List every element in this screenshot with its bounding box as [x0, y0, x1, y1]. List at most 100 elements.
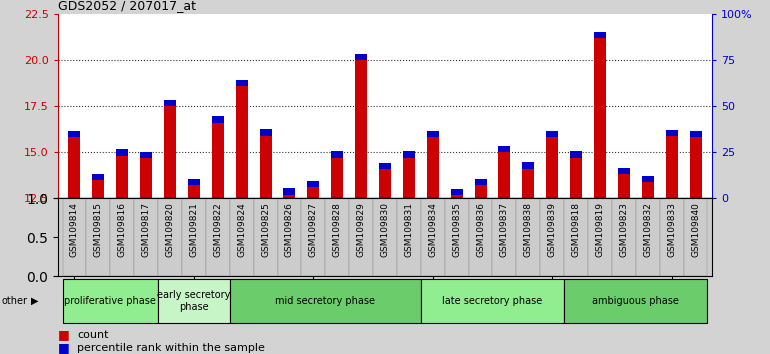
Text: GSM109821: GSM109821 [189, 202, 199, 257]
Bar [546, 131, 558, 137]
Text: GSM109826: GSM109826 [285, 202, 294, 257]
Bar [636, 198, 660, 276]
Bar [116, 149, 129, 156]
Text: other: other [2, 296, 28, 306]
Bar [307, 187, 320, 198]
Bar [188, 185, 200, 198]
Bar [259, 130, 272, 136]
Bar [158, 279, 229, 323]
Text: GSM109834: GSM109834 [428, 202, 437, 257]
Bar [236, 80, 248, 86]
Bar [92, 180, 104, 198]
Text: GSM109828: GSM109828 [333, 202, 342, 257]
Bar [522, 162, 534, 169]
Text: proliferative phase: proliferative phase [65, 296, 156, 306]
Bar [564, 198, 588, 276]
Text: percentile rank within the sample: percentile rank within the sample [77, 343, 265, 353]
Bar [229, 198, 253, 276]
Text: mid secretory phase: mid secretory phase [276, 296, 375, 306]
Text: GSM109833: GSM109833 [667, 202, 676, 257]
Text: late secretory phase: late secretory phase [443, 296, 543, 306]
Bar [450, 195, 463, 198]
Bar [684, 198, 708, 276]
Bar [229, 279, 421, 323]
Bar [379, 169, 391, 198]
Bar [62, 279, 158, 323]
Text: GSM109816: GSM109816 [118, 202, 127, 257]
Text: GSM109825: GSM109825 [261, 202, 270, 257]
Bar [618, 168, 630, 174]
Bar [206, 198, 229, 276]
Bar [188, 179, 200, 185]
Text: GSM109814: GSM109814 [70, 202, 79, 257]
Bar [283, 195, 296, 198]
Bar [403, 158, 415, 198]
Text: ▶: ▶ [31, 296, 38, 306]
Bar [283, 188, 296, 195]
Bar [570, 158, 582, 198]
Bar [140, 158, 152, 198]
Bar [277, 198, 301, 276]
Text: ■: ■ [58, 328, 69, 341]
Bar [355, 60, 367, 198]
Bar [666, 136, 678, 198]
Bar [253, 198, 277, 276]
Bar [594, 32, 606, 38]
Text: GSM109840: GSM109840 [691, 202, 700, 257]
Text: GSM109820: GSM109820 [166, 202, 175, 257]
Bar [421, 279, 564, 323]
Bar [379, 162, 391, 169]
Bar [212, 116, 224, 123]
Bar [690, 131, 701, 137]
Bar [541, 198, 564, 276]
Bar [92, 174, 104, 180]
Text: GSM109817: GSM109817 [142, 202, 151, 257]
Bar [325, 198, 349, 276]
Bar [612, 198, 636, 276]
Text: GSM109831: GSM109831 [404, 202, 413, 257]
Bar [474, 179, 487, 185]
Bar [355, 54, 367, 60]
Bar [517, 198, 541, 276]
Text: GSM109835: GSM109835 [452, 202, 461, 257]
Text: GSM109827: GSM109827 [309, 202, 318, 257]
Bar [660, 198, 684, 276]
Bar [164, 106, 176, 198]
Text: GSM109829: GSM109829 [357, 202, 366, 257]
Bar [164, 100, 176, 106]
Bar [666, 130, 678, 136]
Bar [641, 182, 654, 198]
Bar [588, 198, 612, 276]
Bar [546, 137, 558, 198]
Bar [474, 185, 487, 198]
Bar [69, 137, 80, 198]
Text: GDS2052 / 207017_at: GDS2052 / 207017_at [58, 0, 196, 12]
Bar [450, 189, 463, 195]
Bar [522, 169, 534, 198]
Bar [618, 174, 630, 198]
Text: GSM109830: GSM109830 [380, 202, 390, 257]
Bar [349, 198, 373, 276]
Bar [690, 137, 701, 198]
Bar [469, 198, 493, 276]
Bar [331, 158, 343, 198]
Bar [301, 198, 325, 276]
Bar [182, 198, 206, 276]
Bar [116, 156, 129, 198]
Bar [69, 131, 80, 137]
Text: GSM109824: GSM109824 [237, 202, 246, 257]
Bar [236, 86, 248, 198]
Bar [594, 38, 606, 198]
Bar [259, 136, 272, 198]
Bar [134, 198, 158, 276]
Text: GSM109815: GSM109815 [94, 202, 103, 257]
Text: ■: ■ [58, 341, 69, 354]
Bar [498, 146, 511, 152]
Bar [445, 198, 469, 276]
Bar [397, 198, 421, 276]
Bar [421, 198, 445, 276]
Text: GSM109839: GSM109839 [547, 202, 557, 257]
Bar [403, 151, 415, 158]
Text: early secretory
phase: early secretory phase [157, 290, 230, 312]
Text: GSM109837: GSM109837 [500, 202, 509, 257]
